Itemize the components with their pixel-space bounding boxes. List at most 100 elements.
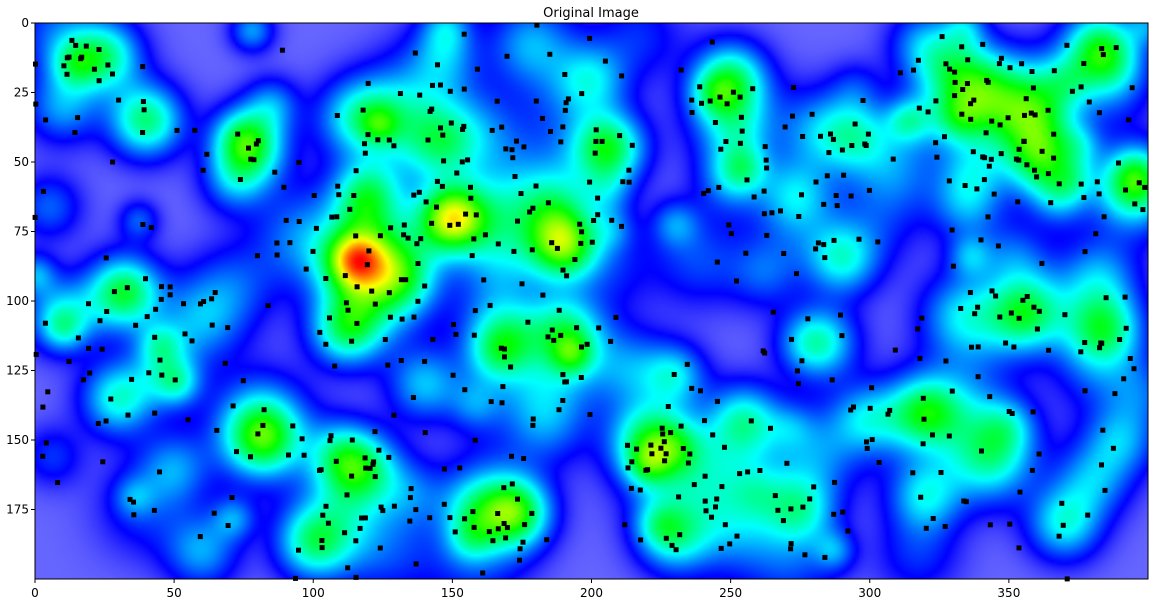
marker bbox=[125, 412, 131, 418]
marker bbox=[354, 284, 360, 290]
marker bbox=[159, 372, 165, 378]
marker bbox=[429, 220, 435, 226]
marker bbox=[209, 322, 215, 328]
marker bbox=[702, 473, 708, 479]
marker bbox=[728, 231, 734, 237]
marker bbox=[1140, 207, 1146, 213]
marker bbox=[714, 259, 720, 265]
marker bbox=[802, 552, 808, 558]
marker bbox=[885, 411, 891, 417]
marker bbox=[1051, 68, 1057, 74]
marker bbox=[665, 404, 671, 409]
marker bbox=[182, 331, 188, 337]
marker bbox=[435, 62, 440, 68]
x-tick-label: 300 bbox=[858, 586, 881, 600]
marker bbox=[738, 114, 744, 120]
marker bbox=[87, 370, 93, 376]
marker bbox=[834, 203, 840, 209]
marker bbox=[848, 193, 854, 199]
marker bbox=[934, 154, 940, 160]
marker bbox=[789, 336, 794, 342]
marker bbox=[453, 331, 459, 337]
marker bbox=[503, 535, 509, 541]
marker bbox=[248, 156, 254, 162]
marker bbox=[751, 194, 757, 200]
marker bbox=[563, 100, 569, 106]
marker bbox=[347, 206, 353, 212]
marker bbox=[815, 240, 821, 246]
marker bbox=[986, 163, 992, 169]
marker bbox=[709, 514, 714, 520]
marker bbox=[921, 416, 927, 422]
marker bbox=[511, 248, 517, 254]
marker bbox=[671, 372, 677, 377]
marker bbox=[602, 58, 608, 64]
marker bbox=[189, 338, 195, 344]
marker bbox=[739, 128, 745, 134]
marker bbox=[470, 509, 476, 515]
marker bbox=[75, 335, 81, 341]
marker bbox=[788, 541, 794, 547]
marker bbox=[451, 322, 456, 327]
marker bbox=[993, 293, 999, 299]
marker bbox=[1112, 391, 1118, 397]
marker bbox=[799, 192, 804, 198]
marker bbox=[668, 430, 674, 436]
marker bbox=[158, 296, 164, 302]
marker bbox=[1016, 157, 1022, 163]
marker bbox=[619, 73, 625, 79]
marker bbox=[372, 474, 378, 480]
marker bbox=[864, 445, 870, 451]
marker bbox=[320, 512, 326, 518]
marker bbox=[1019, 61, 1025, 67]
marker bbox=[265, 303, 271, 309]
marker bbox=[274, 240, 280, 246]
marker bbox=[500, 384, 506, 390]
marker bbox=[1096, 191, 1102, 197]
marker bbox=[864, 439, 869, 445]
marker bbox=[547, 51, 553, 57]
marker bbox=[415, 261, 421, 266]
marker bbox=[434, 204, 439, 210]
marker bbox=[480, 570, 486, 576]
marker bbox=[540, 115, 545, 121]
marker bbox=[296, 547, 301, 553]
marker bbox=[678, 423, 684, 429]
marker bbox=[296, 219, 302, 224]
marker bbox=[286, 452, 291, 458]
marker bbox=[892, 347, 898, 353]
marker bbox=[608, 338, 614, 344]
marker bbox=[360, 107, 366, 113]
marker bbox=[625, 442, 630, 448]
marker bbox=[283, 217, 289, 223]
marker bbox=[525, 319, 531, 325]
marker bbox=[1129, 85, 1135, 91]
marker bbox=[272, 169, 278, 175]
marker bbox=[517, 557, 522, 563]
marker bbox=[563, 379, 569, 385]
marker bbox=[1142, 184, 1148, 190]
marker bbox=[1113, 45, 1119, 51]
marker bbox=[985, 214, 991, 220]
marker bbox=[558, 139, 564, 145]
marker bbox=[96, 47, 102, 52]
marker bbox=[144, 314, 150, 320]
marker bbox=[981, 177, 987, 183]
marker bbox=[1097, 345, 1103, 351]
marker bbox=[839, 333, 845, 339]
marker bbox=[545, 334, 551, 340]
marker bbox=[689, 110, 695, 115]
marker bbox=[388, 225, 394, 231]
marker bbox=[572, 257, 578, 262]
marker bbox=[680, 446, 686, 451]
marker bbox=[362, 141, 367, 147]
marker bbox=[386, 290, 392, 296]
marker bbox=[1082, 340, 1088, 345]
marker bbox=[554, 245, 560, 251]
marker bbox=[540, 292, 546, 298]
marker bbox=[296, 159, 302, 165]
marker bbox=[750, 86, 756, 92]
marker bbox=[821, 242, 827, 248]
marker bbox=[998, 55, 1004, 61]
marker bbox=[131, 512, 137, 518]
